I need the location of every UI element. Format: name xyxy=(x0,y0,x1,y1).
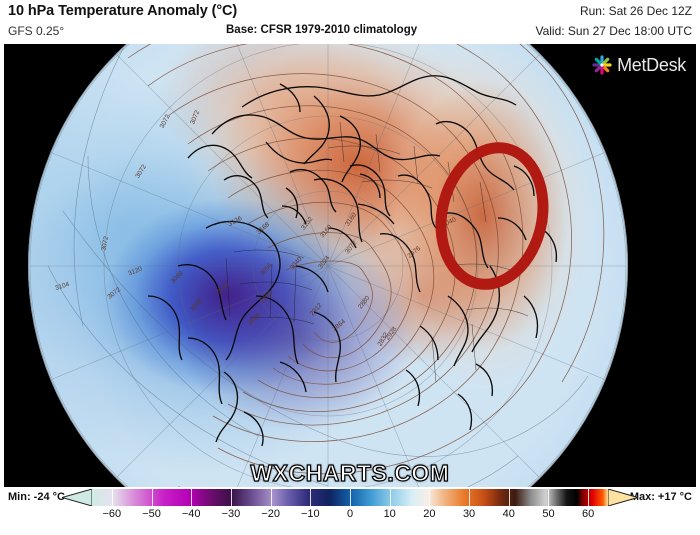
map-vector-overlay xyxy=(29,44,627,487)
colorbar-tick xyxy=(310,489,312,506)
colorbar-right-arrow xyxy=(608,489,638,506)
colorbar-tick-label: 0 xyxy=(346,508,354,520)
colorbar-tick-label: −40 xyxy=(181,508,201,520)
colorbar-tick-label: −50 xyxy=(142,508,161,520)
colorbar: Min: -24 °C Max: +17 °C −60 −50 −40 −30 −20−… xyxy=(0,487,700,535)
colorbar-tick-label: 10 xyxy=(383,508,396,520)
metdesk-wordmark: MetDesk xyxy=(617,54,686,75)
colorbar-min-label: Min: -24 °C xyxy=(8,491,65,503)
colorbar-tick-labels: −60 −50 −40 −30 −20 −10 0 10 20 30 40 50 60 xyxy=(92,508,608,524)
colorbar-tick xyxy=(191,489,193,506)
colorbar-tick-label: −60 xyxy=(102,508,122,520)
colorbar-gradient-strip[interactable] xyxy=(92,489,608,506)
page-title: 10 hPa Temperature Anomaly (°C) xyxy=(8,3,238,19)
colorbar-tick xyxy=(389,489,391,506)
chart-header: 10 hPa Temperature Anomaly (°C) GFS 0.25… xyxy=(0,0,700,44)
pinwheel-icon xyxy=(592,55,612,75)
colorbar-tick xyxy=(469,489,471,506)
colorbar-tick-label: 50 xyxy=(542,508,555,520)
wxcharts-watermark: WXCHARTS.COM xyxy=(250,459,450,486)
colorbar-tick-label: −30 xyxy=(221,508,241,520)
globe-wrapper: 3072 3072 3072 3072 3136 3168 3152 3160 3160 3104… xyxy=(4,44,696,487)
colorbar-tick xyxy=(111,489,113,506)
colorbar-tick-label: 60 xyxy=(582,508,595,520)
colorbar-max-label: Max: +17 °C xyxy=(629,491,692,503)
colorbar-tick xyxy=(429,489,431,506)
colorbar-tick-label: −10 xyxy=(300,508,320,520)
colorbar-tick xyxy=(508,489,510,506)
globe-outline xyxy=(28,44,628,487)
colorbar-tick-label: −20 xyxy=(261,508,280,520)
colorbar-left-arrow xyxy=(62,489,92,506)
climatology-base: Base: CFSR 1979-2010 climatology xyxy=(226,24,418,36)
colorbar-tick-label: 40 xyxy=(502,508,515,520)
colorbar-tick xyxy=(350,489,351,506)
colorbar-tick xyxy=(548,489,550,506)
colorbar-tick xyxy=(151,489,153,506)
colorbar-tick-label: 30 xyxy=(462,508,476,520)
colorbar-tick xyxy=(270,489,272,506)
model-label: GFS 0.25° xyxy=(8,24,65,38)
colorbar-tick xyxy=(230,489,232,506)
metdesk-logo: MetDesk xyxy=(591,54,686,76)
colorbar-tick-label: 20 xyxy=(423,508,436,520)
map-panel[interactable]: 3072 3072 3072 3072 3136 3168 3152 3160 3160 3104… xyxy=(4,44,696,487)
colorbar-tick xyxy=(588,489,590,506)
run-timestamp: Run: Sat 26 Dec 12Z xyxy=(579,4,692,18)
valid-timestamp: Valid: Sun 27 Dec 18:00 UTC xyxy=(535,24,692,38)
